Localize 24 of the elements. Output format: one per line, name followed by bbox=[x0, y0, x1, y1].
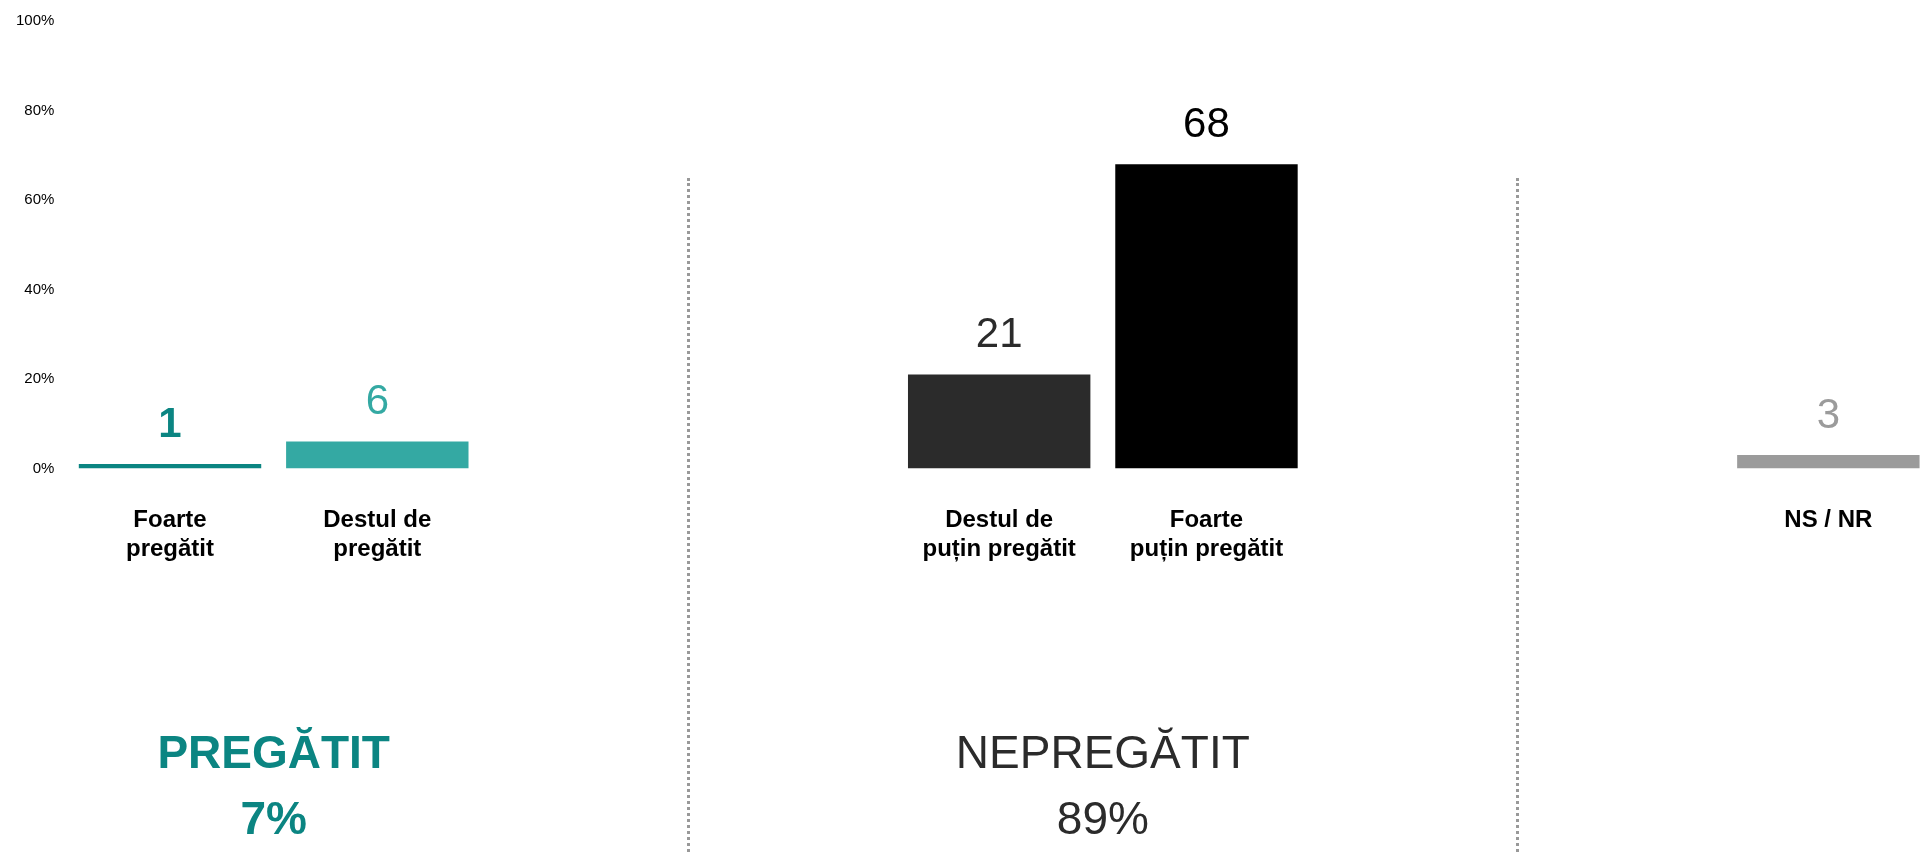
y-tick-label: 40% bbox=[24, 279, 55, 297]
x-tick-label: Destul de pregătit bbox=[323, 505, 432, 562]
text: 7% bbox=[240, 791, 307, 844]
x-tick-label: Foarte puțin pregătit bbox=[1129, 505, 1284, 563]
data-label: 68 bbox=[1183, 98, 1230, 146]
y-tick-label: 20% bbox=[24, 369, 55, 387]
y-tick-label: 100% bbox=[15, 11, 55, 29]
data-label: 3 bbox=[1816, 389, 1841, 437]
x-tick-label: Foarte pregătit bbox=[126, 505, 215, 562]
x-tick-label: Destul de puțin pregătit bbox=[922, 505, 1076, 563]
x-tick-label: NS / NR bbox=[1784, 505, 1873, 533]
bar bbox=[1115, 164, 1298, 469]
data-label: 6 bbox=[365, 376, 389, 424]
y-tick-label: 80% bbox=[24, 100, 55, 118]
text: 89% bbox=[1056, 791, 1149, 844]
y-tick-label: 60% bbox=[24, 190, 55, 208]
bar bbox=[1737, 454, 1920, 469]
bar bbox=[286, 441, 469, 469]
text: NEPREGĂTIT bbox=[955, 725, 1250, 778]
data-label: 21 bbox=[975, 309, 1023, 357]
bar bbox=[907, 374, 1091, 469]
data-label: 1 bbox=[158, 398, 182, 446]
y-tick-label: 0% bbox=[32, 458, 55, 476]
text: PREGĂTIT bbox=[157, 725, 390, 778]
